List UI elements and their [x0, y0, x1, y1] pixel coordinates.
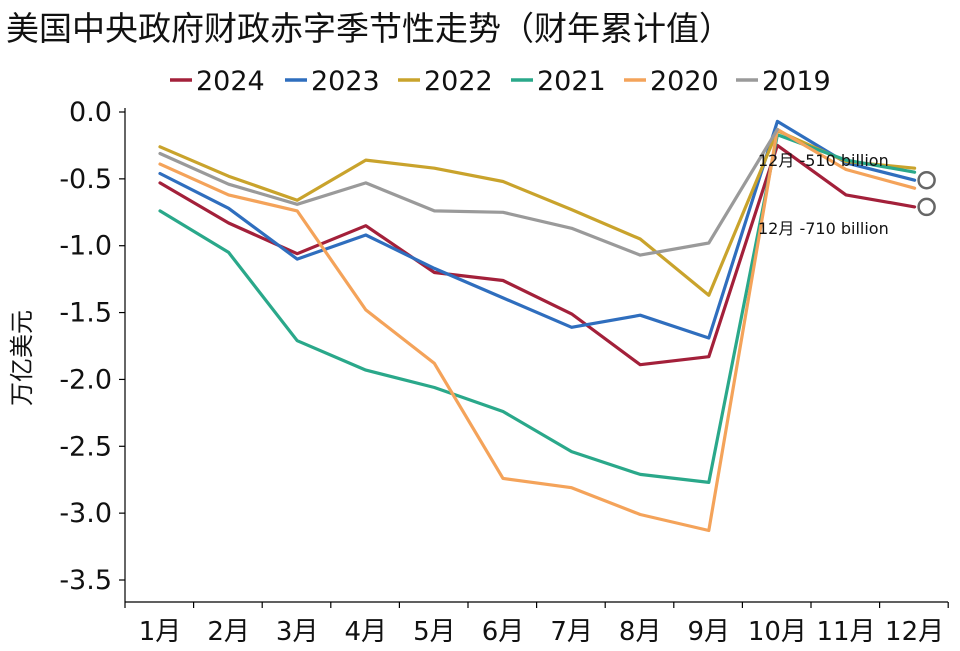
x-tick-label: 12月: [885, 617, 944, 647]
annotation-marker: [917, 197, 936, 217]
series-line-2019: [158, 127, 779, 257]
legend-label: 2023: [311, 66, 380, 97]
series-lines: [158, 119, 917, 533]
y-tick-label: -2.5: [59, 431, 112, 462]
y-tick-label: 0.0: [69, 97, 112, 128]
x-tick-label: 11月: [816, 617, 875, 647]
series-line-2023: [158, 119, 917, 340]
legend-item-2024: 2024: [170, 66, 265, 97]
chart-title: 美国中央政府财政赤字季节性走势（财年累计值）: [6, 9, 732, 48]
x-tick-label: 1月: [139, 617, 182, 647]
series-line-2021: [158, 133, 917, 484]
series-line-2024: [158, 143, 917, 367]
annotation-label: 12月 -710 billion: [758, 219, 889, 238]
x-tick-label: 2月: [207, 617, 250, 647]
x-tick-label: 8月: [619, 617, 662, 647]
legend-item-2023: 2023: [285, 66, 380, 97]
annotation-label: 12月 -510 billion: [758, 151, 889, 170]
legend-item-2022: 2022: [398, 66, 493, 97]
y-tick-label: -1.5: [59, 298, 112, 329]
axes: 0.0 -0.5 -1.0 -1.5 -2.0 -2.5 -3.0 -3.5 1月 2月 3月 4月 5…: [59, 97, 949, 647]
y-tick-label: -2.0: [59, 364, 112, 395]
y-tick-label: -0.5: [59, 164, 112, 195]
legend-label: 2021: [537, 66, 606, 97]
y-tick-label: -1.0: [59, 231, 112, 262]
legend-label: 2022: [424, 66, 493, 97]
legend-item-2019: 2019: [736, 66, 831, 97]
x-tick-label: 6月: [482, 617, 525, 647]
legend-label: 2019: [762, 66, 831, 97]
annotation-1: 12月 -510 billion: [758, 151, 936, 190]
x-tick-label: 5月: [413, 617, 456, 647]
x-tick-label: 10月: [748, 617, 807, 647]
legend: 2024 2023 2022 2021 2020 2019: [170, 66, 831, 97]
y-tick-label: -3.5: [59, 565, 112, 596]
series-line-2020: [158, 127, 917, 533]
y-axis-label: 万亿美元: [8, 310, 36, 406]
annotation-2: 12月 -710 billion: [758, 197, 936, 238]
x-tick-label: 7月: [550, 617, 593, 647]
x-tick-label: 9月: [688, 617, 731, 647]
y-tick-label: -3.0: [59, 498, 112, 529]
x-tick-label: 4月: [345, 617, 388, 647]
legend-item-2020: 2020: [624, 66, 719, 97]
annotations: 12月 -510 billion 12月 -710 billion: [758, 151, 936, 238]
legend-item-2021: 2021: [511, 66, 606, 97]
x-tick-label: 3月: [276, 617, 319, 647]
legend-label: 2024: [196, 66, 265, 97]
legend-label: 2020: [650, 66, 719, 97]
annotation-marker: [917, 170, 936, 190]
